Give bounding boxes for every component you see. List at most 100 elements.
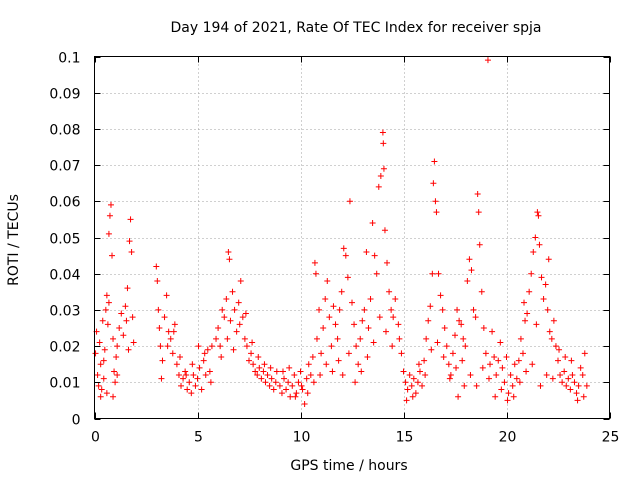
data-point [510,393,517,400]
x-tick-label: 0 [91,430,100,446]
data-point [400,368,407,375]
data-point [113,353,120,360]
data-point [561,368,568,375]
data-point [569,372,576,379]
data-point [505,390,512,397]
data-point [219,306,226,313]
data-point [386,288,393,295]
data-point [429,270,436,277]
data-point [460,335,467,342]
data-point [535,212,542,219]
data-point [353,343,360,350]
data-point [439,306,446,313]
x-tick-label: 25 [602,430,620,446]
data-point [270,386,277,393]
data-point [565,375,572,382]
data-point [446,375,453,382]
data-point [103,292,110,299]
data-point [537,382,544,389]
data-point [124,285,131,292]
y-tick-label: 0.03 [49,304,80,320]
data-point [201,350,208,357]
data-point [538,274,545,281]
data-point [371,252,378,259]
data-point [545,256,552,263]
data-point [338,288,345,295]
data-point [102,306,109,313]
data-point [100,357,107,364]
data-point [389,343,396,350]
data-point [376,314,383,321]
data-point [258,375,265,382]
data-point [249,339,256,346]
data-point [513,375,520,382]
data-point [447,372,454,379]
data-point [233,328,240,335]
data-point [431,158,438,165]
data-point [125,346,132,353]
data-point [266,382,273,389]
data-point [224,335,231,342]
data-point [272,379,279,386]
y-tick-labels: 0 0.01 0.02 0.03 0.04 0.05 0.06 0.07 0.08 0.09 0.1 [49,51,80,429]
data-point [262,379,269,386]
data-point [316,306,323,313]
data-point [435,270,442,277]
data-point [478,288,485,295]
y-tick-label: 0.08 [49,123,80,139]
data-point [293,390,300,397]
data-point [105,230,112,237]
data-point [412,390,419,397]
data-point [479,364,486,371]
data-point [392,296,399,303]
y-tick-label: 0.09 [49,87,80,103]
x-tick-label: 15 [396,430,414,446]
data-point [153,263,160,270]
data-point [468,267,475,274]
data-point [414,379,421,386]
data-point [317,372,324,379]
data-point [329,368,336,375]
data-point [473,382,480,389]
data-point [522,317,529,324]
data-point [200,357,207,364]
data-point [434,339,441,346]
data-point [298,382,305,389]
data-point [311,259,318,266]
data-point [363,248,370,255]
data-point [580,393,587,400]
data-point [581,350,588,357]
data-point [97,361,104,368]
data-point [110,335,117,342]
data-point [114,343,121,350]
data-point [169,350,176,357]
data-point [303,375,310,382]
data-point [130,339,137,346]
data-point [250,361,257,368]
data-point [309,353,316,360]
data-point [95,382,102,389]
data-point [428,346,435,353]
data-point [369,220,376,227]
data-point [332,321,339,328]
data-point [175,372,182,379]
data-point [583,382,590,389]
data-point [550,317,557,324]
data-point [485,375,492,382]
data-point [503,353,510,360]
data-point [577,364,584,371]
data-point [382,328,389,335]
data-point [445,361,452,368]
data-point [310,379,317,386]
x-tick-label: 10 [293,430,311,446]
data-point [470,306,477,313]
data-point [161,314,168,321]
data-point [188,390,195,397]
data-point [246,357,252,364]
data-point [281,375,288,382]
data-point [279,368,286,375]
data-point [313,335,320,342]
data-point [351,321,358,328]
y-tick-label: 0.04 [49,268,80,284]
data-point [204,346,211,353]
